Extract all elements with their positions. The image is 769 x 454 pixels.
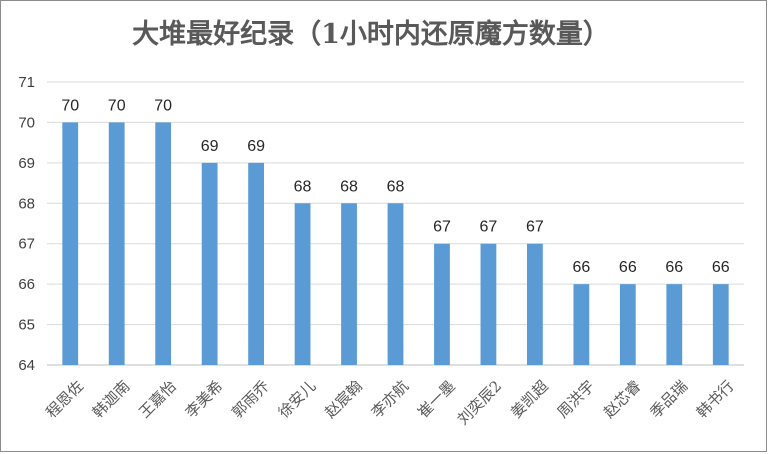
bar-value-label: 68 xyxy=(387,178,405,195)
y-tick-label: 67 xyxy=(18,236,35,253)
bar xyxy=(294,203,311,365)
bar-value-label: 69 xyxy=(201,138,219,155)
category-label: 郭雨乔 xyxy=(228,377,273,422)
bar xyxy=(201,162,218,365)
y-tick-label: 68 xyxy=(18,195,35,212)
bar xyxy=(155,122,172,365)
y-tick-label: 70 xyxy=(18,114,35,131)
bar-value-label: 66 xyxy=(619,259,637,276)
category-label: 赵宸翰 xyxy=(321,377,366,422)
bars xyxy=(62,122,729,365)
category-label: 季品瑞 xyxy=(646,377,691,422)
bar-value-label: 67 xyxy=(526,219,544,236)
bar xyxy=(666,284,683,365)
bar xyxy=(573,284,590,365)
bar xyxy=(341,203,357,365)
bar xyxy=(108,122,125,365)
bar-value-label: 66 xyxy=(572,259,590,276)
y-axis-ticks: 64 65 66 67 68 69 70 71 xyxy=(18,74,35,374)
bar-value-label: 67 xyxy=(433,219,451,236)
category-label: 韩书行 xyxy=(693,377,738,422)
bar-value-label: 69 xyxy=(247,138,265,155)
bar xyxy=(712,284,729,365)
bar xyxy=(480,243,497,365)
category-label: 刘奕辰2 xyxy=(454,377,505,428)
bar-value-label: 68 xyxy=(340,178,358,195)
bar xyxy=(62,122,79,365)
category-label: 姜凯超 xyxy=(507,377,552,422)
bar-value-label: 68 xyxy=(294,178,312,195)
bar-value-label: 70 xyxy=(154,97,172,114)
y-tick-label: 69 xyxy=(18,155,35,172)
category-label: 赵芯睿 xyxy=(600,377,645,422)
chart-title: 大堆最好纪录（1小时内还原魔方数量） xyxy=(132,18,610,50)
bar-value-label: 66 xyxy=(665,259,683,276)
bar xyxy=(619,284,636,365)
category-label: 李亦航 xyxy=(368,377,413,422)
category-label: 周洪宇 xyxy=(554,377,599,422)
bar xyxy=(527,243,543,365)
category-label: 李美希 xyxy=(182,377,227,422)
y-tick-label: 65 xyxy=(18,317,35,334)
category-label: 王嘉怡 xyxy=(135,377,180,422)
bar-value-label: 66 xyxy=(712,259,730,276)
data-labels: 70 70 70 69 69 68 68 68 67 67 67 66 66 66 66 xyxy=(61,97,729,276)
category-label: 程恩佐 xyxy=(42,377,87,422)
category-label: 徐安儿 xyxy=(275,377,320,422)
y-tick-label: 64 xyxy=(18,357,35,374)
category-label: 韩迦南 xyxy=(89,377,134,422)
bar-value-label: 70 xyxy=(61,97,79,114)
bar xyxy=(434,243,450,365)
category-label: 崔一墨 xyxy=(414,377,459,422)
bar xyxy=(387,203,404,365)
bar xyxy=(248,162,264,365)
bar-value-label: 70 xyxy=(108,97,126,114)
y-tick-label: 66 xyxy=(18,276,35,293)
bar-value-label: 67 xyxy=(480,219,498,236)
y-tick-label: 71 xyxy=(18,74,35,91)
